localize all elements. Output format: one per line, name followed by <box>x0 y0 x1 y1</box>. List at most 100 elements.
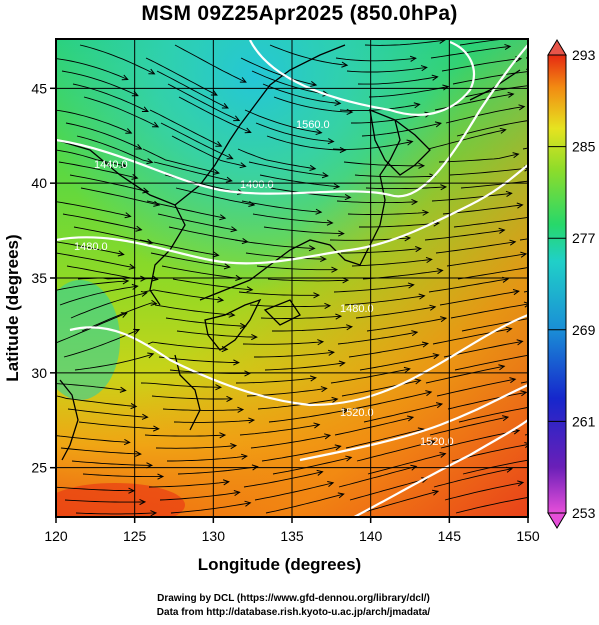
streamline <box>536 439 599 448</box>
streamline <box>167 455 247 462</box>
contour-labels: 1560.0 1400.0 1440.0 1480.0 1520.0 1480.… <box>74 119 454 448</box>
streamline <box>140 382 221 388</box>
streamline-arrow <box>333 183 341 190</box>
streamline-arrow <box>320 255 327 263</box>
streamline-arrow <box>509 239 517 246</box>
streamline <box>359 222 439 228</box>
streamline <box>432 328 512 345</box>
streamline-arrow <box>536 456 542 461</box>
x-tick-label: 130 <box>202 528 226 544</box>
streamline <box>427 129 506 150</box>
streamline-arrow <box>516 339 524 346</box>
streamline <box>334 416 414 436</box>
streamline <box>463 85 528 98</box>
streamline <box>335 57 416 62</box>
streamline <box>346 66 427 73</box>
streamline <box>347 211 428 215</box>
streamline-arrow <box>499 127 507 134</box>
streamline-arrow <box>217 296 225 303</box>
contour-label: 1440.0 <box>94 159 128 171</box>
streamline <box>173 419 254 423</box>
streamline <box>79 44 155 75</box>
streamline <box>250 434 331 449</box>
streamline <box>438 153 519 163</box>
streamline <box>159 491 240 501</box>
streamline-arrow <box>435 402 444 409</box>
streamline <box>242 341 323 345</box>
streamline <box>56 58 128 80</box>
streamline <box>338 465 417 488</box>
streamline <box>269 44 348 66</box>
streamline <box>254 482 334 501</box>
streamline-arrow <box>532 404 538 409</box>
streamline <box>257 398 338 410</box>
streamline <box>139 239 219 256</box>
streamline <box>345 428 424 449</box>
streamline <box>174 44 247 83</box>
contour-label: 1480.0 <box>340 303 374 315</box>
streamline-arrow <box>410 464 418 471</box>
streamline-arrow <box>434 121 442 128</box>
streamline-arrow <box>524 441 528 449</box>
streamline-arrow <box>135 225 143 232</box>
streamline-arrow <box>327 349 335 356</box>
streamline <box>450 303 528 319</box>
streamline-arrow <box>516 202 524 209</box>
streamline <box>538 205 599 214</box>
streamline <box>341 379 421 397</box>
streamline <box>162 408 244 411</box>
streamline-arrow <box>142 187 150 194</box>
streamline-arrow <box>122 278 130 285</box>
streamline-arrow <box>219 432 227 439</box>
streamline-arrow <box>535 178 541 183</box>
streamline <box>147 341 228 350</box>
streamline-arrow <box>239 162 247 169</box>
x-tick-label: 140 <box>359 528 383 544</box>
streamline <box>56 312 127 344</box>
streamline-arrow <box>135 450 142 457</box>
streamline <box>158 356 239 364</box>
streamline <box>360 490 439 514</box>
x-tick-label: 135 <box>280 528 304 544</box>
x-axis: 120 125 130 135 140 145 150 <box>44 517 540 544</box>
streamline <box>268 409 349 423</box>
streamline-arrow <box>152 121 160 128</box>
streamline <box>365 186 447 190</box>
streamline <box>248 161 328 177</box>
streamline <box>356 440 435 462</box>
streamline <box>262 83 341 104</box>
streamline <box>462 459 528 475</box>
credit-drawing: Drawing by DCL (https://www.gfd-dennou.o… <box>157 593 430 604</box>
streamline-arrow <box>534 34 540 39</box>
y-tick-label: 35 <box>31 270 47 286</box>
colorbar: 293 285 277 269 261 253 <box>547 39 596 529</box>
streamline-arrow <box>505 326 513 333</box>
streamline <box>234 239 315 249</box>
streamline-arrow <box>315 208 323 215</box>
streamline-arrow <box>331 266 339 273</box>
streamline-arrow <box>324 433 332 440</box>
streamline-arrow <box>523 301 528 308</box>
streamline <box>83 96 159 128</box>
streamline-arrow <box>520 390 528 397</box>
streamline <box>339 103 420 112</box>
y-axis-label: Latitude (degrees) <box>3 234 22 382</box>
streamline <box>364 39 445 46</box>
streamline <box>61 70 138 97</box>
streamline <box>425 365 505 384</box>
streamline <box>56 252 135 269</box>
streamline <box>82 473 163 478</box>
streamline-arrow <box>212 251 220 258</box>
streamline <box>260 315 341 319</box>
streamline <box>535 295 599 305</box>
streamline-arrow <box>230 443 238 450</box>
streamline-arrow <box>404 235 412 242</box>
streamline-arrow <box>135 143 143 150</box>
streamline <box>154 304 235 316</box>
streamline-arrow <box>313 422 321 429</box>
streamline-arrow <box>339 146 347 154</box>
streamline-arrow <box>327 481 335 487</box>
streamline <box>431 192 512 202</box>
streamline <box>264 362 345 371</box>
